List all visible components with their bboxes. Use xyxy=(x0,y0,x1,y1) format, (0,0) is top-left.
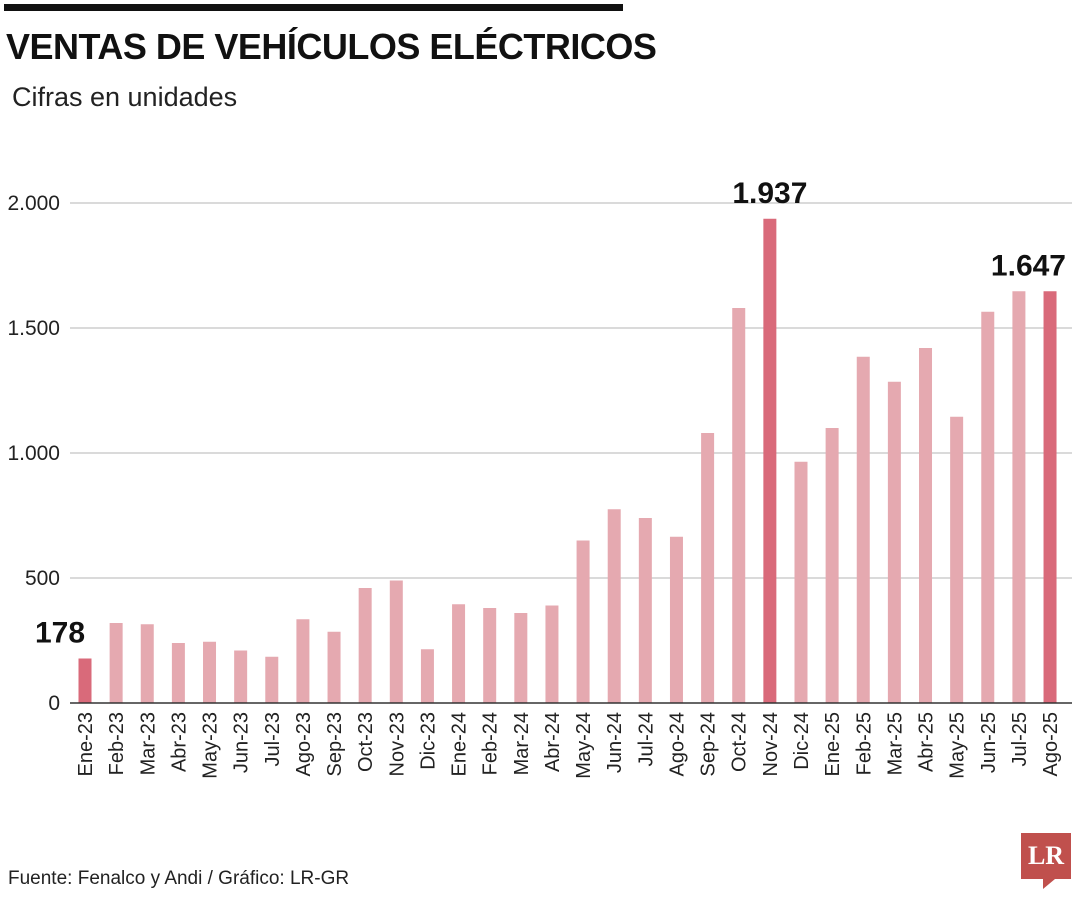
bar-ago-24 xyxy=(669,536,683,703)
bar-may-25 xyxy=(950,416,964,703)
lr-logo-tail xyxy=(1043,879,1055,889)
x-tick-label: May-23 xyxy=(200,712,222,779)
x-tick-label: Sep-24 xyxy=(698,712,720,777)
bar-feb-24 xyxy=(483,608,497,703)
bar-ene-23 xyxy=(78,658,92,703)
y-tick-label: 1.500 xyxy=(7,317,60,340)
bar-feb-23 xyxy=(109,623,123,703)
x-tick-label: Nov-23 xyxy=(386,712,408,776)
x-tick-label: Abr-25 xyxy=(916,712,938,772)
y-tick-label: 500 xyxy=(25,567,60,590)
x-tick-label: Nov-24 xyxy=(760,712,782,776)
bar-jun-23 xyxy=(234,650,248,703)
bar-jun-24 xyxy=(607,509,621,703)
bar-jul-25 xyxy=(1012,291,1026,703)
bar-oct-23 xyxy=(358,588,372,703)
x-tick-label: Feb-24 xyxy=(480,712,502,775)
chart-subtitle: Cifras en unidades xyxy=(12,82,238,112)
x-tick-label: Dic-23 xyxy=(417,712,439,770)
x-tick-label: Jun-23 xyxy=(231,712,253,773)
bar-abr-23 xyxy=(171,643,185,703)
data-label-nov-24: 1.937 xyxy=(732,177,807,210)
x-tick-label: Jul-25 xyxy=(1009,712,1031,766)
bar-ago-23 xyxy=(296,619,310,703)
bar-abr-24 xyxy=(545,605,559,703)
x-tick-label: Jun-25 xyxy=(978,712,1000,773)
bar-mar-24 xyxy=(514,613,528,703)
data-label-ene-23: 178 xyxy=(35,617,85,650)
x-tick-label: Ago-25 xyxy=(1040,712,1062,777)
data-label-ago-25: 1.647 xyxy=(991,249,1066,282)
bar-sep-23 xyxy=(327,631,341,703)
bar-may-24 xyxy=(576,540,590,703)
bar-dic-24 xyxy=(794,461,808,703)
lr-logo-text: LR xyxy=(1021,833,1071,879)
bar-jul-24 xyxy=(638,518,652,703)
x-tick-label: Dic-24 xyxy=(791,712,813,770)
bar-may-23 xyxy=(203,641,217,703)
y-tick-label: 0 xyxy=(48,692,60,715)
bar-feb-25 xyxy=(856,356,870,703)
x-tick-label: Jun-24 xyxy=(604,712,626,773)
bar-abr-25 xyxy=(919,348,933,703)
x-tick-label: Feb-23 xyxy=(106,712,128,775)
x-tick-label: Ene-24 xyxy=(449,712,471,777)
bar-jul-23 xyxy=(265,656,279,703)
x-tick-label: Jul-23 xyxy=(262,712,284,766)
top-rule xyxy=(4,4,623,11)
x-tick-label: Abr-23 xyxy=(168,712,190,772)
source-note: Fuente: Fenalco y Andi / Gráfico: LR-GR xyxy=(8,868,350,889)
bar-sep-24 xyxy=(701,433,715,703)
bar-ene-24 xyxy=(452,604,466,703)
bar-ene-25 xyxy=(825,428,839,703)
x-tick-label: Mar-25 xyxy=(884,712,906,775)
x-tick-label: Oct-23 xyxy=(355,712,377,772)
y-tick-label: 2.000 xyxy=(7,192,60,215)
bar-ago-25 xyxy=(1043,291,1057,703)
chart-title: VENTAS DE VEHÍCULOS ELÉCTRICOS xyxy=(6,26,657,67)
bar-mar-23 xyxy=(140,624,154,703)
bar-dic-23 xyxy=(420,649,434,703)
y-tick-label: 1.000 xyxy=(7,442,60,465)
x-tick-label: Jul-24 xyxy=(635,712,657,766)
x-tick-label: Mar-24 xyxy=(511,712,533,775)
x-tick-label: Ene-25 xyxy=(822,712,844,777)
x-tick-label: Oct-24 xyxy=(729,712,751,772)
x-tick-label: May-24 xyxy=(573,712,595,779)
x-tick-label: Ago-23 xyxy=(293,712,315,777)
x-tick-label: Ene-23 xyxy=(75,712,97,777)
bar-jun-25 xyxy=(981,311,995,703)
x-tick-label: Mar-23 xyxy=(137,712,159,775)
bar-nov-23 xyxy=(389,580,403,703)
x-tick-label: Ago-24 xyxy=(666,712,688,777)
x-tick-label: Sep-23 xyxy=(324,712,346,777)
bar-mar-25 xyxy=(887,381,901,703)
bar-oct-24 xyxy=(732,308,746,703)
x-tick-label: May-25 xyxy=(947,712,969,779)
x-tick-label: Feb-25 xyxy=(853,712,875,775)
x-tick-label: Abr-24 xyxy=(542,712,564,772)
lr-logo: LR xyxy=(1021,833,1071,889)
bar-nov-24 xyxy=(763,218,777,703)
